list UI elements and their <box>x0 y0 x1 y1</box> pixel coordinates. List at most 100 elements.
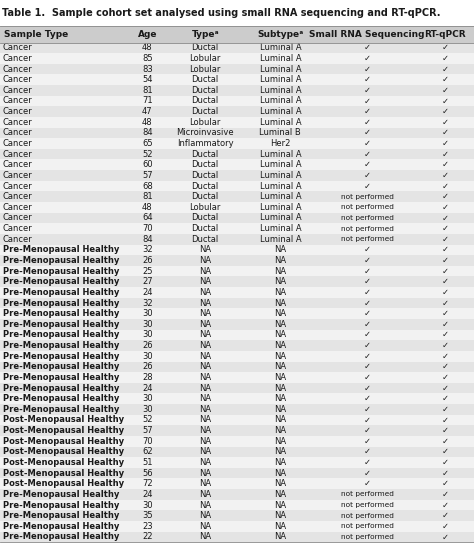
Text: ✓: ✓ <box>442 203 448 212</box>
Text: ✓: ✓ <box>442 320 448 329</box>
Text: Cancer: Cancer <box>3 203 33 212</box>
Text: 30: 30 <box>142 330 153 340</box>
Text: Luminal A: Luminal A <box>260 224 301 233</box>
Text: Pre-Menopausal Healthy: Pre-Menopausal Healthy <box>3 384 119 392</box>
Text: not performed: not performed <box>341 534 393 540</box>
Bar <box>0 64 474 75</box>
Text: ✓: ✓ <box>442 394 448 403</box>
Text: 32: 32 <box>142 299 153 307</box>
Text: NA: NA <box>274 309 286 318</box>
Text: 30: 30 <box>142 394 153 403</box>
Text: Luminal A: Luminal A <box>260 65 301 74</box>
Text: ✓: ✓ <box>442 469 448 477</box>
Text: Ductal: Ductal <box>191 43 219 52</box>
Text: Pre-Menopausal Healthy: Pre-Menopausal Healthy <box>3 405 119 414</box>
Text: ✓: ✓ <box>442 181 448 191</box>
Text: Luminal B: Luminal B <box>259 129 301 137</box>
Text: Luminal A: Luminal A <box>260 54 301 63</box>
Text: Luminal A: Luminal A <box>260 107 301 116</box>
Text: ✓: ✓ <box>442 415 448 425</box>
Text: ✓: ✓ <box>442 65 448 74</box>
Bar <box>0 149 474 160</box>
Text: Cancer: Cancer <box>3 160 33 169</box>
Text: NA: NA <box>199 384 211 392</box>
Text: ✓: ✓ <box>364 171 371 180</box>
Text: ✓: ✓ <box>364 288 371 297</box>
Bar <box>0 43 474 53</box>
Text: Inflammatory: Inflammatory <box>177 139 234 148</box>
Bar <box>0 500 474 510</box>
Bar <box>0 383 474 393</box>
Text: NA: NA <box>274 490 286 499</box>
Text: 48: 48 <box>142 203 153 212</box>
Text: ✓: ✓ <box>364 447 371 456</box>
Text: Ductal: Ductal <box>191 235 219 244</box>
Text: 48: 48 <box>142 118 153 127</box>
Text: Table 1.  Sample cohort set analysed using small RNA sequencing and RT-qPCR.: Table 1. Sample cohort set analysed usin… <box>2 8 441 18</box>
Bar <box>0 298 474 308</box>
Text: 51: 51 <box>142 458 153 467</box>
Text: 24: 24 <box>142 490 153 499</box>
Text: 30: 30 <box>142 405 153 414</box>
Text: NA: NA <box>274 511 286 520</box>
Text: NA: NA <box>274 458 286 467</box>
Text: ✓: ✓ <box>364 96 371 106</box>
Text: NA: NA <box>274 352 286 361</box>
Text: ✓: ✓ <box>442 447 448 456</box>
Text: ✓: ✓ <box>364 458 371 467</box>
Text: Cancer: Cancer <box>3 171 33 180</box>
Bar <box>0 468 474 479</box>
Text: ✓: ✓ <box>364 309 371 318</box>
Text: Luminal A: Luminal A <box>260 118 301 127</box>
Text: Cancer: Cancer <box>3 224 33 233</box>
Text: ✓: ✓ <box>442 224 448 233</box>
Text: Luminal A: Luminal A <box>260 192 301 201</box>
Text: Cancer: Cancer <box>3 181 33 191</box>
Text: Age: Age <box>137 30 157 39</box>
Text: Cancer: Cancer <box>3 214 33 222</box>
Text: NA: NA <box>199 245 211 255</box>
Text: 62: 62 <box>142 447 153 456</box>
Bar <box>0 361 474 372</box>
Text: RT-qPCR: RT-qPCR <box>424 30 466 39</box>
Text: Post-Menopausal Healthy: Post-Menopausal Healthy <box>3 469 124 477</box>
Text: Lobular: Lobular <box>190 203 221 212</box>
Text: Luminal A: Luminal A <box>260 214 301 222</box>
Text: not performed: not performed <box>341 226 393 232</box>
Bar <box>0 489 474 500</box>
Text: ✓: ✓ <box>442 341 448 350</box>
Text: NA: NA <box>199 256 211 265</box>
Text: ✓: ✓ <box>364 139 371 148</box>
Text: NA: NA <box>199 394 211 403</box>
Text: NA: NA <box>274 341 286 350</box>
Text: Cancer: Cancer <box>3 96 33 106</box>
Text: NA: NA <box>199 341 211 350</box>
Text: ✓: ✓ <box>442 171 448 180</box>
Text: ✓: ✓ <box>364 54 371 63</box>
Text: Luminal A: Luminal A <box>260 150 301 159</box>
Text: NA: NA <box>199 277 211 286</box>
Bar <box>0 245 474 255</box>
Text: ✓: ✓ <box>442 479 448 488</box>
Text: NA: NA <box>199 299 211 307</box>
Text: ✓: ✓ <box>442 86 448 95</box>
Text: NA: NA <box>199 447 211 456</box>
Text: NA: NA <box>274 362 286 371</box>
Bar <box>0 510 474 521</box>
Text: NA: NA <box>274 415 286 425</box>
Text: NA: NA <box>274 267 286 276</box>
Text: NA: NA <box>199 362 211 371</box>
Text: Post-Menopausal Healthy: Post-Menopausal Healthy <box>3 479 124 488</box>
Text: Pre-Menopausal Healthy: Pre-Menopausal Healthy <box>3 490 119 499</box>
Text: 52: 52 <box>142 415 153 425</box>
Text: ✓: ✓ <box>364 469 371 477</box>
Text: 60: 60 <box>142 160 153 169</box>
Bar <box>0 181 474 191</box>
Text: ✓: ✓ <box>364 479 371 488</box>
Text: Pre-Menopausal Healthy: Pre-Menopausal Healthy <box>3 288 119 297</box>
Text: Pre-Menopausal Healthy: Pre-Menopausal Healthy <box>3 500 119 510</box>
Text: NA: NA <box>199 522 211 531</box>
Text: Pre-Menopausal Healthy: Pre-Menopausal Healthy <box>3 373 119 382</box>
Text: ✓: ✓ <box>442 490 448 499</box>
Text: Cancer: Cancer <box>3 150 33 159</box>
